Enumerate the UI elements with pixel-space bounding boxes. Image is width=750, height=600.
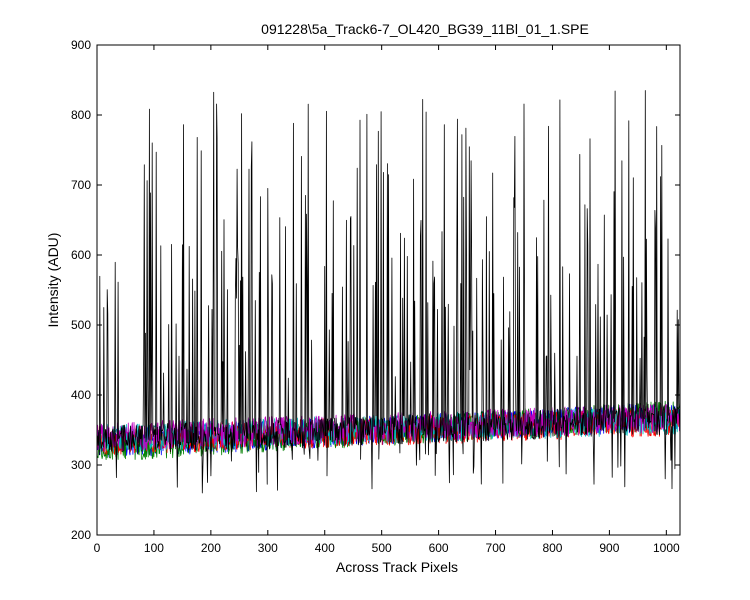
y-tick-label: 600 — [71, 248, 91, 262]
plot-frame — [96, 44, 681, 536]
x-tick-label: 400 — [315, 541, 335, 555]
x-tick-label: 200 — [201, 541, 221, 555]
x-tick-label: 700 — [486, 541, 506, 555]
x-tick-label: 0 — [94, 541, 101, 555]
x-tick-label: 900 — [599, 541, 619, 555]
x-tick-label: 800 — [542, 541, 562, 555]
x-tick-label: 300 — [258, 541, 278, 555]
y-tick-label: 400 — [71, 388, 91, 402]
x-tick-label: 500 — [372, 541, 392, 555]
y-tick-label: 900 — [71, 38, 91, 52]
y-tick-label: 300 — [71, 458, 91, 472]
y-tick-label: 200 — [71, 528, 91, 542]
y-axis-label: Intensity (ADU) — [45, 233, 61, 328]
y-tick-label: 700 — [71, 178, 91, 192]
y-tick-label: 800 — [71, 108, 91, 122]
x-tick-label: 600 — [429, 541, 449, 555]
y-tick-label: 500 — [71, 318, 91, 332]
series-line-0 — [96, 90, 681, 494]
x-tick-label: 100 — [144, 541, 164, 555]
x-axis-label: Across Track Pixels — [336, 559, 458, 575]
series-layer — [96, 90, 681, 494]
ticks-layer: 0 100 200 300 400 500 600 700 800 900 1000 200 300 40… — [71, 38, 680, 555]
x-tick-label: 1000 — [653, 541, 680, 555]
chart-title: 091228\5a_Track6-7_OL420_BG39_11Bl_01_1.… — [261, 21, 589, 37]
